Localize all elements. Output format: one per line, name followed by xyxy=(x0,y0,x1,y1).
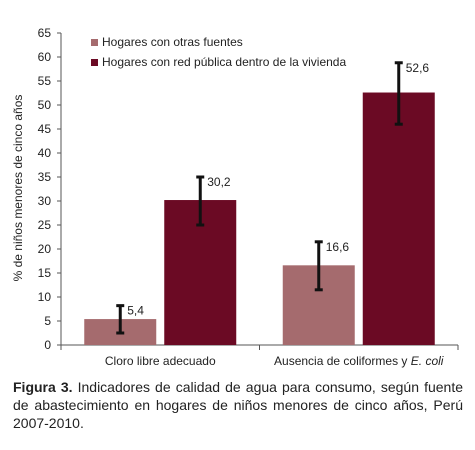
data-label: 5,4 xyxy=(127,304,144,318)
y-tick-label: 5 xyxy=(44,314,51,328)
y-axis-label: % de niños menores de cinco años xyxy=(11,95,25,282)
y-tick-label: 50 xyxy=(38,98,52,112)
bars: 5,4 30,2 16,6 52,6 xyxy=(84,61,435,346)
y-tick-label: 65 xyxy=(38,26,52,40)
y-tick-label: 35 xyxy=(38,170,52,184)
bar xyxy=(362,92,435,346)
legend-swatch xyxy=(91,59,98,66)
data-label: 52,6 xyxy=(406,61,430,75)
y-tick-label: 40 xyxy=(38,146,52,160)
y-tick-label: 10 xyxy=(38,290,52,304)
data-label: 16,6 xyxy=(326,240,350,254)
figure-caption: Figura 3. Indicadores de calidad de agua… xyxy=(13,378,463,432)
x-tick-label: Ausencia de coliformes y E. coli xyxy=(274,354,444,368)
y-tick-label: 45 xyxy=(38,122,52,136)
bar-chart: 0 5 10 15 20 25 30 35 40 45 50 55 60 65 Cloro libre a… xyxy=(11,26,459,368)
figure-caption-text: Indicadores de calidad de agua para cons… xyxy=(13,379,463,431)
y-tick-label: 55 xyxy=(38,74,52,88)
data-label: 30,2 xyxy=(207,175,231,189)
x-axis: Cloro libre adecuado Ausencia de coliform… xyxy=(60,344,459,368)
legend-swatch xyxy=(91,39,98,46)
legend-label: Hogares con otras fuentes xyxy=(102,35,243,49)
y-tick-label: 30 xyxy=(38,194,52,208)
y-tick-label: 20 xyxy=(38,242,52,256)
y-tick-label: 15 xyxy=(38,266,52,280)
y-tick-label: 0 xyxy=(44,338,51,352)
legend: Hogares con otras fuentes Hogares con red… xyxy=(91,35,346,69)
y-axis: 0 5 10 15 20 25 30 35 40 45 50 55 60 65 xyxy=(38,26,62,352)
y-tick-label: 25 xyxy=(38,218,52,232)
legend-label: Hogares con red pública dentro de la viv… xyxy=(102,55,346,69)
x-tick-label: Cloro libre adecuado xyxy=(105,354,216,368)
figure-caption-label: Figura 3. xyxy=(13,379,73,395)
y-tick-label: 60 xyxy=(38,50,52,64)
